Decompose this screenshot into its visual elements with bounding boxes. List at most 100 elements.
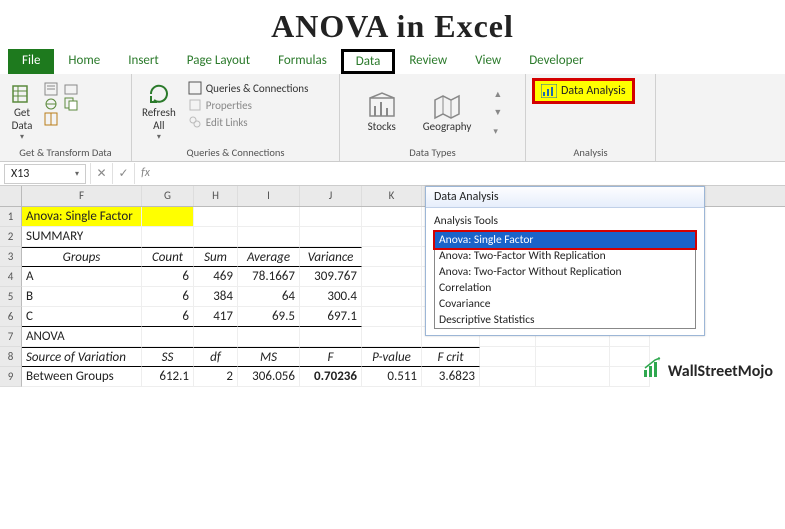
cell[interactable]: Variance bbox=[300, 247, 362, 267]
cell[interactable]: 306.056 bbox=[238, 367, 300, 387]
cell[interactable]: 6 bbox=[142, 307, 194, 327]
from-web-icon[interactable] bbox=[44, 97, 58, 111]
list-item[interactable]: Anova: Two-Factor With Replication bbox=[435, 248, 695, 264]
refresh-all-button[interactable]: Refresh All ▾ bbox=[138, 80, 180, 144]
cell[interactable]: 78.1667 bbox=[238, 267, 300, 287]
row-header[interactable]: 2 bbox=[0, 227, 22, 247]
cell[interactable] bbox=[362, 327, 422, 347]
cell[interactable] bbox=[362, 307, 422, 327]
select-all-corner[interactable] bbox=[0, 186, 22, 206]
row-header[interactable]: 1 bbox=[0, 207, 22, 227]
row-header[interactable]: 8 bbox=[0, 347, 22, 367]
cell[interactable]: 64 bbox=[238, 287, 300, 307]
data-analysis-button[interactable]: Data Analysis bbox=[532, 78, 635, 104]
cell[interactable]: 2 bbox=[194, 367, 238, 387]
cell[interactable] bbox=[300, 227, 362, 247]
cell[interactable]: 612.1 bbox=[142, 367, 194, 387]
cell[interactable]: SUMMARY bbox=[22, 227, 142, 247]
tab-review[interactable]: Review bbox=[395, 49, 461, 74]
cell[interactable]: 384 bbox=[194, 287, 238, 307]
cell[interactable] bbox=[362, 247, 422, 267]
cell[interactable]: 417 bbox=[194, 307, 238, 327]
tab-file[interactable]: File bbox=[8, 49, 54, 74]
cell[interactable]: Average bbox=[238, 247, 300, 267]
list-item[interactable]: Anova: Two-Factor Without Replication bbox=[435, 264, 695, 280]
cell[interactable] bbox=[142, 327, 194, 347]
cell[interactable] bbox=[362, 267, 422, 287]
cell[interactable]: 6 bbox=[142, 267, 194, 287]
cell[interactable]: SS bbox=[142, 347, 194, 367]
cell[interactable]: 69.5 bbox=[238, 307, 300, 327]
cell[interactable] bbox=[362, 227, 422, 247]
analysis-tools-list[interactable]: Anova: Single Factor Anova: Two-Factor W… bbox=[434, 231, 696, 329]
tab-developer[interactable]: Developer bbox=[515, 49, 597, 74]
row-header[interactable]: 6 bbox=[0, 307, 22, 327]
row-header[interactable]: 9 bbox=[0, 367, 22, 387]
scroll-down-icon[interactable]: ▼ bbox=[493, 107, 502, 118]
cell[interactable]: 0.511 bbox=[362, 367, 422, 387]
cell[interactable]: df bbox=[194, 347, 238, 367]
cell[interactable]: MS bbox=[238, 347, 300, 367]
col-header[interactable]: K bbox=[362, 186, 422, 206]
cell[interactable]: A bbox=[22, 267, 142, 287]
col-header[interactable]: F bbox=[22, 186, 142, 206]
name-box[interactable]: X13 ▾ bbox=[4, 164, 86, 184]
cell[interactable] bbox=[142, 227, 194, 247]
cell[interactable]: Groups bbox=[22, 247, 142, 267]
list-item[interactable]: Covariance bbox=[435, 296, 695, 312]
cell[interactable]: 469 bbox=[194, 267, 238, 287]
cell[interactable] bbox=[536, 367, 610, 387]
stocks-button[interactable]: Stocks bbox=[363, 90, 401, 135]
cell[interactable]: 6 bbox=[142, 287, 194, 307]
cell[interactable]: 300.4 bbox=[300, 287, 362, 307]
cell[interactable]: P-value bbox=[362, 347, 422, 367]
expand-icon[interactable]: ▾ bbox=[493, 126, 502, 137]
row-header[interactable]: 3 bbox=[0, 247, 22, 267]
cell[interactable]: 3.6823 bbox=[422, 367, 480, 387]
tab-insert[interactable]: Insert bbox=[114, 49, 173, 74]
cell[interactable]: ANOVA bbox=[22, 327, 142, 347]
cell[interactable]: Anova: Single Factor bbox=[22, 207, 142, 227]
cell[interactable] bbox=[362, 287, 422, 307]
cell[interactable]: 0.70236 bbox=[300, 367, 362, 387]
tab-formulas[interactable]: Formulas bbox=[264, 49, 341, 74]
geography-button[interactable]: Geography bbox=[419, 90, 476, 135]
col-header[interactable]: G bbox=[142, 186, 194, 206]
col-header[interactable]: J bbox=[300, 186, 362, 206]
tab-view[interactable]: View bbox=[461, 49, 515, 74]
cell[interactable] bbox=[362, 207, 422, 227]
queries-connections-button[interactable]: Queries & Connections bbox=[186, 80, 311, 96]
list-item[interactable]: Correlation bbox=[435, 280, 695, 296]
cell[interactable]: C bbox=[22, 307, 142, 327]
cell[interactable] bbox=[142, 207, 194, 227]
cell[interactable] bbox=[194, 327, 238, 347]
recent-icon[interactable] bbox=[64, 82, 78, 96]
tab-page-layout[interactable]: Page Layout bbox=[173, 49, 264, 74]
cell[interactable]: 697.1 bbox=[300, 307, 362, 327]
row-header[interactable]: 4 bbox=[0, 267, 22, 287]
list-item[interactable]: Descriptive Statistics bbox=[435, 312, 695, 328]
cell[interactable]: Count bbox=[142, 247, 194, 267]
cell[interactable] bbox=[194, 227, 238, 247]
cell[interactable] bbox=[536, 347, 610, 367]
row-header[interactable]: 5 bbox=[0, 287, 22, 307]
cell[interactable] bbox=[480, 367, 536, 387]
cell[interactable] bbox=[238, 227, 300, 247]
cell[interactable]: Source of Variation bbox=[22, 347, 142, 367]
tab-home[interactable]: Home bbox=[54, 49, 114, 74]
col-header[interactable]: I bbox=[238, 186, 300, 206]
tab-data[interactable]: Data bbox=[341, 49, 396, 74]
cell[interactable] bbox=[238, 207, 300, 227]
cell[interactable] bbox=[300, 207, 362, 227]
cell[interactable] bbox=[194, 207, 238, 227]
col-header[interactable]: H bbox=[194, 186, 238, 206]
cell[interactable]: F crit bbox=[422, 347, 480, 367]
scroll-up-icon[interactable]: ▲ bbox=[493, 89, 502, 100]
cell[interactable] bbox=[238, 327, 300, 347]
cell[interactable]: 309.767 bbox=[300, 267, 362, 287]
cell[interactable] bbox=[300, 327, 362, 347]
from-table-icon[interactable] bbox=[44, 112, 58, 126]
cell[interactable] bbox=[480, 347, 536, 367]
fx-icon[interactable]: fx bbox=[134, 163, 156, 184]
list-item[interactable]: Anova: Single Factor bbox=[435, 232, 695, 248]
